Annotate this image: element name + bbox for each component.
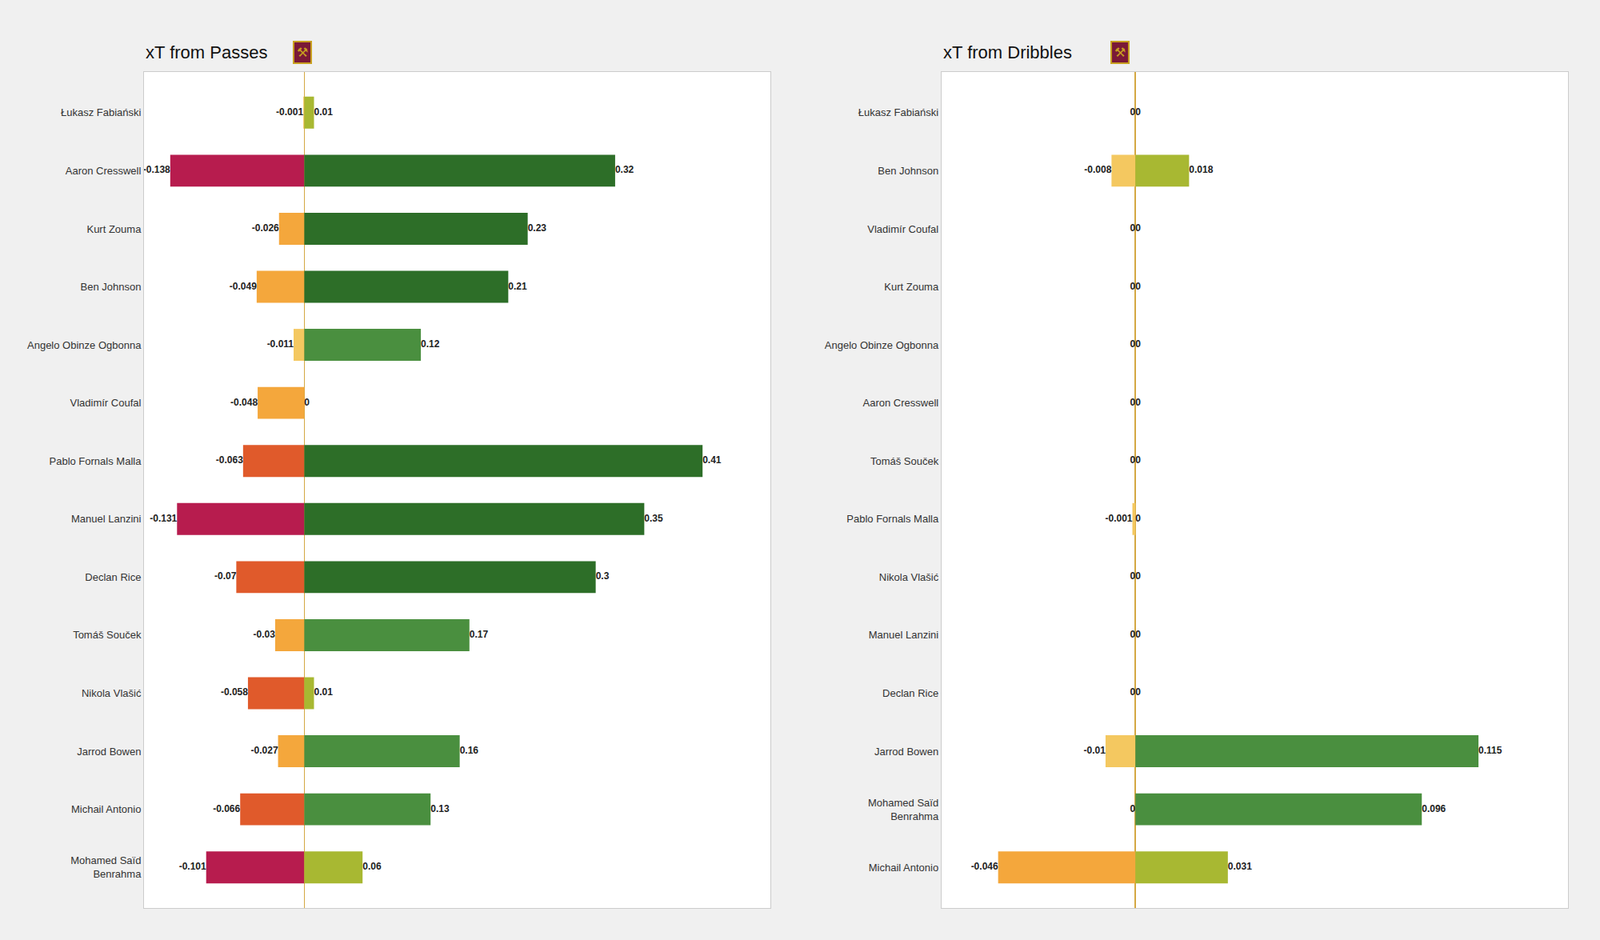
- svg-text:0.21: 0.21: [508, 280, 528, 292]
- svg-text:-0.011: -0.011: [267, 338, 295, 350]
- svg-text:-0.01: -0.01: [1084, 744, 1107, 756]
- svg-text:0: 0: [1130, 106, 1136, 118]
- svg-text:0.01: 0.01: [314, 686, 334, 698]
- svg-text:Ben Johnson: Ben Johnson: [877, 164, 939, 177]
- svg-text:-0.001: -0.001: [276, 106, 304, 118]
- svg-text:Vladimír Coufal: Vladimír Coufal: [70, 396, 142, 409]
- svg-text:Declan Rice: Declan Rice: [882, 687, 939, 700]
- svg-text:Ben Johnson: Ben Johnson: [80, 280, 141, 293]
- svg-text:Declan Rice: Declan Rice: [84, 571, 141, 584]
- svg-text:Manuel Lanzini: Manuel Lanzini: [71, 512, 142, 525]
- svg-text:-0.046: -0.046: [971, 860, 999, 872]
- svg-text:-0.027: -0.027: [251, 744, 279, 756]
- svg-text:Łukasz Fabiański: Łukasz Fabiański: [60, 106, 142, 119]
- svg-text:0.17: 0.17: [469, 628, 489, 640]
- svg-text:0.41: 0.41: [702, 454, 722, 466]
- svg-text:0: 0: [1135, 570, 1141, 582]
- svg-text:0: 0: [1130, 803, 1136, 815]
- svg-text:Kurt Zouma: Kurt Zouma: [86, 222, 142, 235]
- svg-text:0: 0: [1130, 454, 1136, 466]
- svg-text:Pablo Fornals Malla: Pablo Fornals Malla: [49, 455, 143, 468]
- svg-text:0: 0: [1130, 686, 1136, 698]
- svg-text:Nikola Vlašić: Nikola Vlašić: [81, 687, 142, 700]
- svg-text:Nikola Vlašić: Nikola Vlašić: [879, 571, 940, 584]
- svg-text:0: 0: [304, 396, 310, 408]
- svg-text:Michail Antonio: Michail Antonio: [71, 803, 141, 816]
- svg-text:0: 0: [1130, 396, 1136, 408]
- svg-text:-0.001: -0.001: [1104, 512, 1132, 524]
- svg-text:Tomáš Souček: Tomáš Souček: [72, 628, 142, 641]
- svg-text:-0.101: -0.101: [179, 860, 207, 872]
- svg-text:0: 0: [1135, 338, 1141, 350]
- svg-text:0: 0: [1135, 512, 1141, 524]
- svg-text:-0.058: -0.058: [220, 686, 248, 698]
- svg-text:0: 0: [1130, 222, 1136, 234]
- svg-text:Aaron Cresswell: Aaron Cresswell: [65, 164, 142, 177]
- svg-text:0: 0: [1130, 570, 1136, 582]
- svg-text:0: 0: [1135, 280, 1141, 292]
- svg-text:0.018: 0.018: [1188, 164, 1213, 176]
- svg-text:0.3: 0.3: [596, 570, 610, 582]
- svg-text:xT from Dribbles: xT from Dribbles: [943, 42, 1072, 63]
- svg-text:Aaron Cresswell: Aaron Cresswell: [863, 396, 940, 409]
- svg-text:0.32: 0.32: [615, 164, 635, 176]
- svg-text:Jarrod Bowen: Jarrod Bowen: [76, 745, 141, 758]
- svg-text:-0.008: -0.008: [1084, 164, 1112, 176]
- svg-text:-0.03: -0.03: [253, 628, 276, 640]
- svg-text:-0.07: -0.07: [214, 570, 237, 582]
- svg-text:Mohamed SaïdBenrahma: Mohamed SaïdBenrahma: [868, 796, 940, 823]
- svg-text:-0.049: -0.049: [229, 280, 257, 292]
- svg-text:0.06: 0.06: [362, 860, 382, 872]
- svg-text:⚒: ⚒: [1114, 44, 1126, 60]
- svg-text:0.01: 0.01: [314, 106, 334, 118]
- svg-text:⚒: ⚒: [296, 44, 308, 60]
- svg-text:0: 0: [1135, 396, 1141, 408]
- svg-text:Kurt Zouma: Kurt Zouma: [884, 280, 940, 293]
- svg-text:Angelo Obinze Ogbonna: Angelo Obinze Ogbonna: [27, 339, 142, 352]
- svg-text:Vladimír Coufal: Vladimír Coufal: [867, 222, 939, 235]
- svg-text:Michail Antonio: Michail Antonio: [868, 861, 939, 874]
- svg-text:Jarrod Bowen: Jarrod Bowen: [874, 745, 939, 758]
- svg-text:-0.138: -0.138: [143, 164, 171, 176]
- svg-text:-0.063: -0.063: [216, 454, 244, 466]
- svg-text:Tomáš Souček: Tomáš Souček: [870, 455, 940, 468]
- svg-text:Angelo Obinze Ogbonna: Angelo Obinze Ogbonna: [824, 339, 940, 352]
- svg-text:-0.026: -0.026: [252, 222, 280, 234]
- svg-text:xT from Passes: xT from Passes: [145, 42, 268, 63]
- svg-text:0: 0: [1135, 222, 1141, 234]
- svg-text:Manuel Lanzini: Manuel Lanzini: [868, 628, 940, 641]
- svg-text:0.16: 0.16: [460, 744, 480, 756]
- svg-text:Pablo Fornals Malla: Pablo Fornals Malla: [846, 512, 940, 525]
- svg-text:-0.131: -0.131: [149, 512, 177, 524]
- svg-text:0.096: 0.096: [1421, 803, 1446, 815]
- svg-text:0.031: 0.031: [1228, 860, 1252, 872]
- svg-text:-0.048: -0.048: [230, 396, 258, 408]
- svg-text:0.23: 0.23: [528, 222, 548, 234]
- svg-text:Łukasz Fabiański: Łukasz Fabiański: [858, 106, 940, 119]
- svg-text:0.12: 0.12: [420, 338, 440, 350]
- svg-text:0: 0: [1130, 280, 1136, 292]
- svg-text:-0.066: -0.066: [212, 803, 240, 815]
- svg-text:0: 0: [1135, 628, 1141, 640]
- svg-text:0: 0: [1130, 628, 1136, 640]
- svg-text:0: 0: [1130, 338, 1136, 350]
- svg-text:0.35: 0.35: [644, 512, 664, 524]
- svg-text:0: 0: [1135, 454, 1141, 466]
- svg-text:0: 0: [1135, 106, 1141, 118]
- svg-text:0.13: 0.13: [430, 803, 450, 815]
- svg-text:Mohamed SaïdBenrahma: Mohamed SaïdBenrahma: [70, 854, 142, 880]
- svg-text:0.115: 0.115: [1478, 744, 1503, 756]
- svg-text:0: 0: [1135, 686, 1141, 698]
